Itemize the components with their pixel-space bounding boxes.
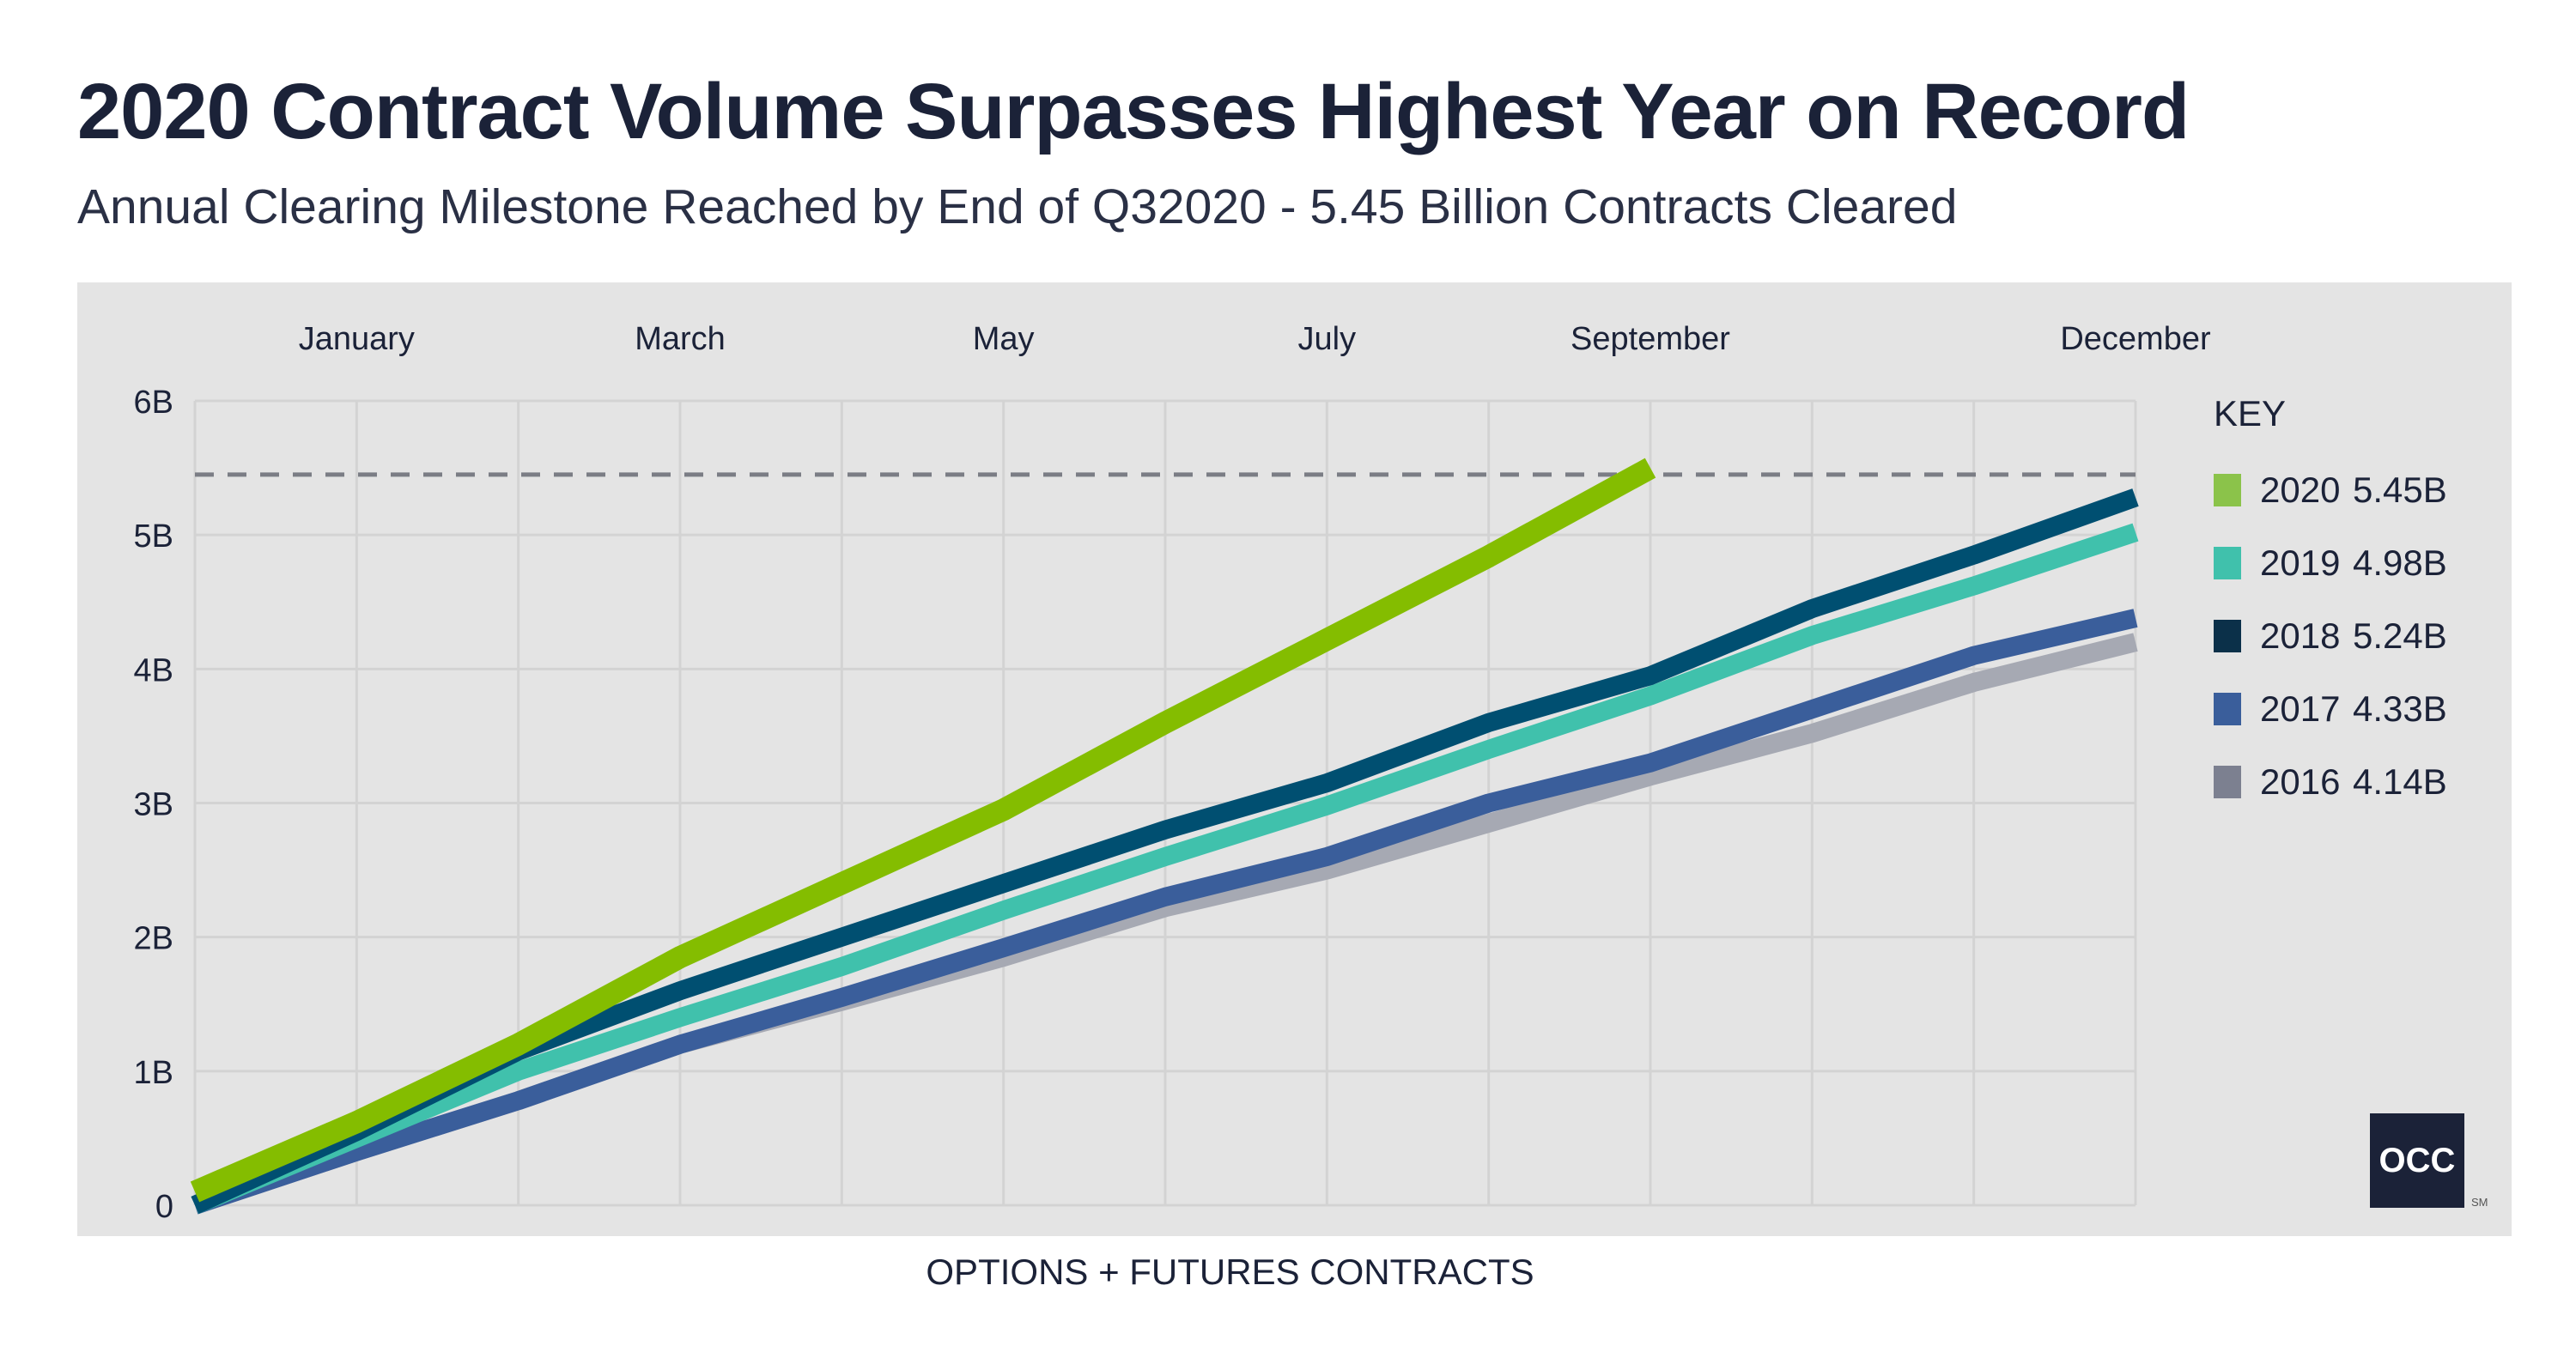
legend-swatch [2214, 474, 2241, 506]
x-tick-label: May [973, 321, 1035, 357]
legend-swatch [2214, 620, 2241, 652]
legend-item-2018: 2018 5.24B [2214, 615, 2447, 656]
legend-item-2016: 2016 4.14B [2214, 761, 2447, 802]
x-axis-label: OPTIONS + FUTURES CONTRACTS [926, 1252, 1534, 1292]
y-tick-label: 6B [134, 385, 173, 421]
y-tick-label: 2B [134, 921, 173, 957]
x-tick-label: March [635, 321, 726, 357]
legend-year: 2020 [2260, 470, 2341, 510]
chart-title: 2020 Contract Volume Surpasses Highest Y… [77, 68, 2190, 155]
chart-subtitle: Annual Clearing Milestone Reached by End… [77, 179, 1958, 234]
legend-year: 2017 [2260, 688, 2341, 729]
legend-year: 2016 [2260, 761, 2341, 802]
legend-total: 4.33B [2353, 688, 2447, 729]
x-tick-label: December [2060, 321, 2211, 357]
legend-title: KEY [2214, 393, 2287, 433]
y-tick-label: 0 [155, 1189, 173, 1225]
x-tick-label: January [299, 321, 415, 357]
service-mark: SM [2471, 1196, 2488, 1209]
legend-year: 2019 [2260, 543, 2341, 583]
legend-item-2017: 2017 4.33B [2214, 688, 2447, 729]
y-tick-label: 5B [134, 518, 173, 555]
legend-total: 4.14B [2353, 761, 2447, 802]
y-tick-label: 1B [134, 1055, 173, 1091]
legend-item-2019: 2019 4.98B [2214, 543, 2447, 583]
series-line-2019 [191, 523, 2139, 1215]
series-line-2020 [190, 458, 1656, 1203]
x-tick-label: September [1571, 321, 1730, 357]
legend-year: 2018 [2260, 615, 2341, 656]
y-tick-label: 4B [134, 652, 173, 688]
legend-swatch [2214, 766, 2241, 798]
series-line-2017 [191, 609, 2138, 1215]
y-tick-label: 3B [134, 787, 173, 823]
legend-total: 5.45B [2353, 470, 2447, 510]
x-tick-label: July [1298, 321, 1357, 357]
legend-swatch [2214, 693, 2241, 725]
legend-item-2020: 2020 5.45B [2214, 470, 2447, 510]
legend-swatch [2214, 547, 2241, 579]
legend-total: 5.24B [2353, 615, 2447, 656]
occ-logo: OCC [2370, 1113, 2464, 1208]
legend-total: 4.98B [2353, 543, 2447, 583]
